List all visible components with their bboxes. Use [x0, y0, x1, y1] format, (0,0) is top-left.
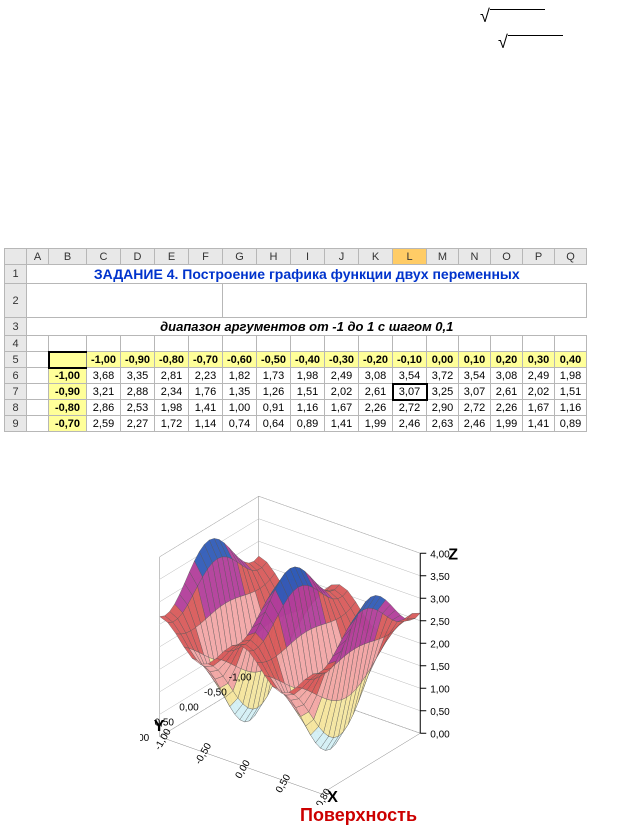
svg-text:1,50: 1,50 — [430, 662, 450, 673]
svg-text:2,50: 2,50 — [430, 617, 450, 628]
row-5: 5 -1,00 -0,90 -0,80 -0,70 -0,60 -0,50 -0… — [5, 352, 587, 368]
col-M[interactable]: M — [427, 249, 459, 265]
row-7: 7 -0,90 3,21 2,88 2,34 1,76 1,35 1,26 1,… — [5, 384, 587, 400]
col-L[interactable]: L — [393, 249, 427, 265]
col-K[interactable]: K — [359, 249, 393, 265]
svg-text:4,00: 4,00 — [430, 549, 450, 560]
spreadsheet: A B C D E F G H I J K L M N O P Q 1 ЗАДА… — [4, 248, 628, 432]
col-P[interactable]: P — [523, 249, 555, 265]
col-A[interactable]: A — [27, 249, 49, 265]
xhdr-1[interactable]: -0,90 — [121, 352, 155, 368]
sheet-table: A B C D E F G H I J K L M N O P Q 1 ЗАДА… — [4, 248, 587, 432]
svg-text:0,50: 0,50 — [274, 772, 293, 795]
sqrt-symbol-1: √ — [480, 6, 545, 27]
chart-title: Поверхность — [300, 805, 417, 826]
xhdr-6[interactable]: -0,40 — [291, 352, 325, 368]
svg-text:0,00: 0,00 — [234, 758, 253, 781]
xhdr-2[interactable]: -0,80 — [155, 352, 189, 368]
col-H[interactable]: H — [257, 249, 291, 265]
svg-text:-0,50: -0,50 — [193, 741, 214, 767]
svg-text:1,00: 1,00 — [140, 733, 150, 744]
col-J[interactable]: J — [325, 249, 359, 265]
xhdr-9[interactable]: -0,10 — [393, 352, 427, 368]
xhdr-12[interactable]: 0,20 — [491, 352, 523, 368]
svg-text:0,50: 0,50 — [430, 707, 450, 718]
row-2: 2 — [5, 284, 587, 318]
xhdr-11[interactable]: 0,10 — [459, 352, 491, 368]
sheet-subtitle[interactable]: диапазон аргументов от -1 до 1 с шагом 0… — [27, 318, 587, 336]
col-G[interactable]: G — [223, 249, 257, 265]
rowhead-2[interactable]: 2 — [5, 284, 27, 318]
sheet-title[interactable]: ЗАДАНИЕ 4. Построение графика функции дв… — [27, 265, 587, 284]
col-D[interactable]: D — [121, 249, 155, 265]
row-1: 1 ЗАДАНИЕ 4. Построение графика функции … — [5, 265, 587, 284]
col-Q[interactable]: Q — [555, 249, 587, 265]
row-3: 3 диапазон аргументов от -1 до 1 с шагом… — [5, 318, 587, 336]
xhdr-10[interactable]: 0,00 — [427, 352, 459, 368]
col-N[interactable]: N — [459, 249, 491, 265]
corner-cell[interactable] — [5, 249, 27, 265]
col-C[interactable]: C — [87, 249, 121, 265]
svg-text:-0,50: -0,50 — [204, 687, 227, 698]
svg-text:0,00: 0,00 — [430, 729, 450, 740]
svg-text:-1,00: -1,00 — [229, 672, 252, 683]
col-header-row: A B C D E F G H I J K L M N O P Q — [5, 249, 587, 265]
row-9: 9 -0,70 2,59 2,27 1,72 1,14 0,74 0,64 0,… — [5, 416, 587, 432]
formula-box[interactable] — [27, 284, 223, 318]
col-O[interactable]: O — [491, 249, 523, 265]
selected-cell[interactable]: 3,07 — [393, 384, 427, 400]
xhdr-13[interactable]: 0,30 — [523, 352, 555, 368]
svg-text:0,00: 0,00 — [179, 703, 199, 714]
xhdr-8[interactable]: -0,20 — [359, 352, 393, 368]
col-I[interactable]: I — [291, 249, 325, 265]
row-6: 6 -1,00 3,68 3,35 2,81 2,23 1,82 1,73 1,… — [5, 368, 587, 384]
xhdr-14[interactable]: 0,40 — [555, 352, 587, 368]
svg-text:2,00: 2,00 — [430, 639, 450, 650]
row-4: 4 — [5, 336, 587, 352]
svg-text:3,50: 3,50 — [430, 572, 450, 583]
col-F[interactable]: F — [189, 249, 223, 265]
rowhead-1[interactable]: 1 — [5, 265, 27, 284]
surface-chart: 4,00 3,50 3,00 2,50 2,00 1,50 1,00 0,50 0,00 Z 1,0… — [140, 475, 500, 835]
rowhead-5[interactable]: 5 — [5, 352, 27, 368]
svg-text:X: X — [327, 789, 338, 805]
row-8: 8 -0,80 2,86 2,53 1,98 1,41 1,00 0,91 1,… — [5, 400, 587, 416]
svg-text:Z: Z — [448, 546, 458, 563]
xhdr-5[interactable]: -0,50 — [257, 352, 291, 368]
sqrt-symbol-2: √ — [498, 32, 563, 53]
svg-text:3,00: 3,00 — [430, 594, 450, 605]
rowhead-3[interactable]: 3 — [5, 318, 27, 336]
col-E[interactable]: E — [155, 249, 189, 265]
xhdr-4[interactable]: -0,60 — [223, 352, 257, 368]
svg-text:1,00: 1,00 — [430, 684, 450, 695]
xhdr-3[interactable]: -0,70 — [189, 352, 223, 368]
col-B[interactable]: B — [49, 249, 87, 265]
rowhead-4[interactable]: 4 — [5, 336, 27, 352]
xhdr-7[interactable]: -0,30 — [325, 352, 359, 368]
xhdr-0[interactable]: -1,00 — [87, 352, 121, 368]
